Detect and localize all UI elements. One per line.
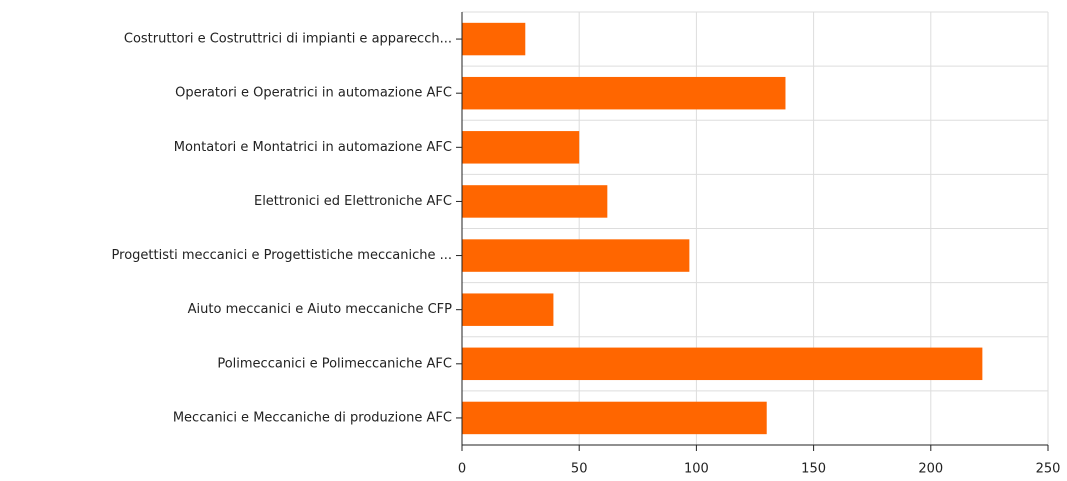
y-tick-label: Costruttori e Costruttrici di impianti e… [124, 32, 452, 47]
y-tick-label: Operatori e Operatrici in automazione AF… [175, 86, 452, 101]
y-tick-label: Progettisti meccanici e Progettistiche m… [112, 248, 452, 263]
x-tick-label: 0 [458, 462, 466, 477]
y-tick-label: Meccanici e Meccaniche di produzione AFC [173, 410, 452, 425]
bar [462, 22, 526, 56]
x-tick-label: 150 [801, 462, 826, 477]
bar [462, 131, 580, 164]
y-tick-label: Elettronici ed Elettroniche AFC [254, 194, 452, 209]
bar [462, 401, 767, 435]
bar [462, 239, 690, 272]
y-tick-label: Polimeccanici e Polimeccaniche AFC [217, 356, 452, 371]
x-tick-label: 100 [684, 462, 709, 477]
y-tick-label: Aiuto meccanici e Aiuto meccaniche CFP [188, 302, 452, 317]
bar [462, 293, 554, 326]
x-tick-label: 50 [571, 462, 588, 477]
bar [462, 76, 786, 110]
y-tick-label: Montatori e Montatrici in automazione AF… [174, 140, 452, 155]
bar [462, 347, 983, 381]
bar [462, 185, 608, 218]
x-tick-label: 250 [1036, 462, 1061, 477]
x-tick-label: 200 [918, 462, 943, 477]
